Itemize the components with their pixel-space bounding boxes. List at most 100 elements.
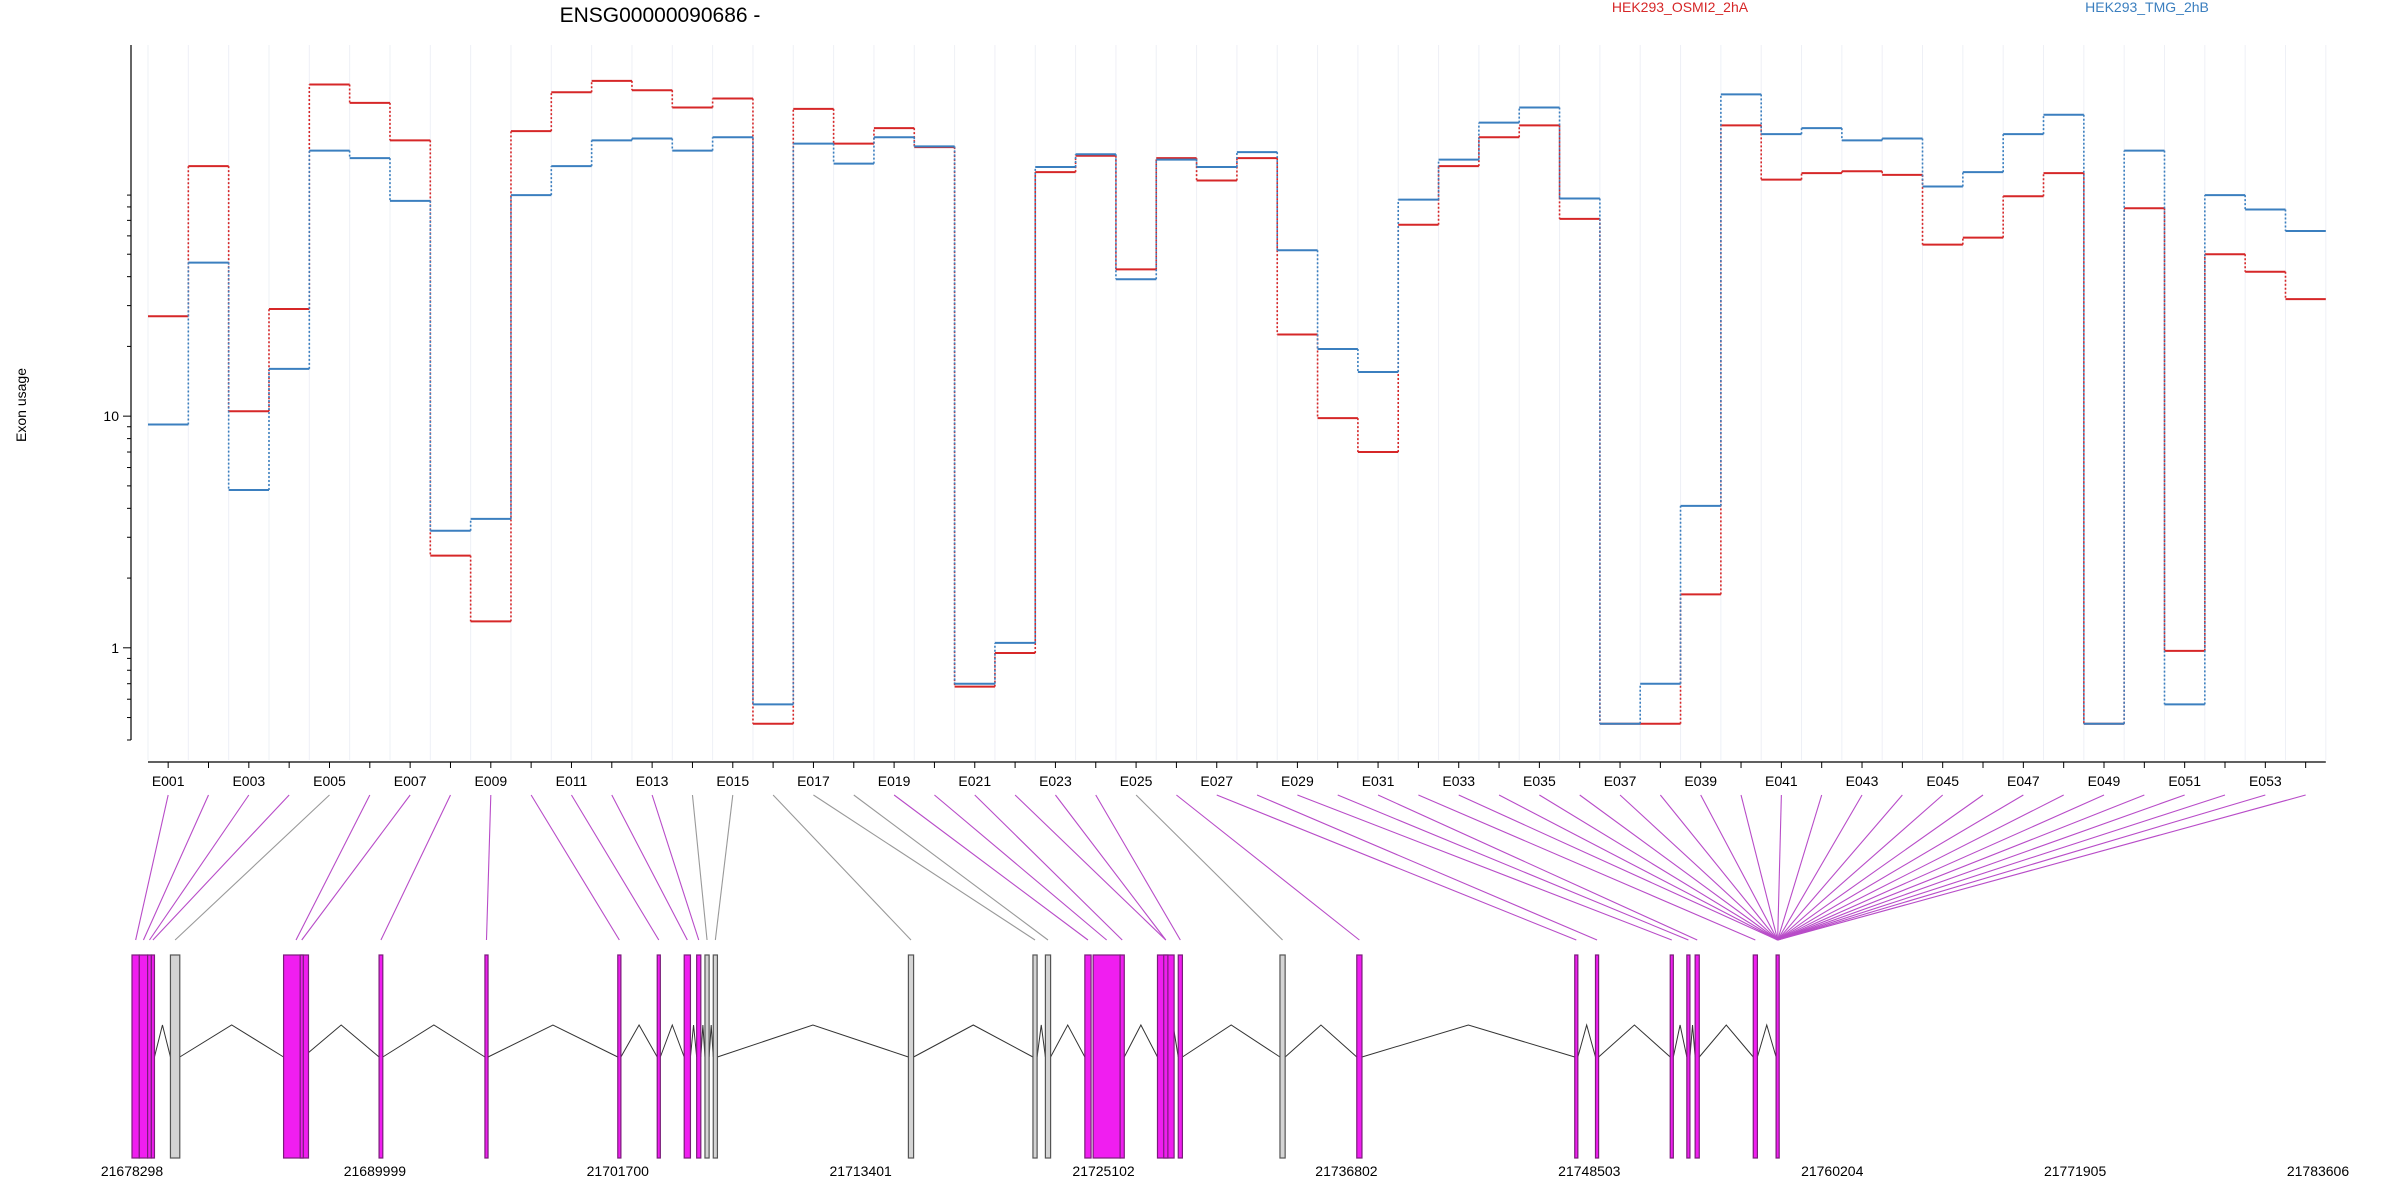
exon-connector	[135, 794, 169, 941]
exon-box	[1686, 954, 1691, 1159]
exon-connector	[1539, 794, 1778, 941]
exon-box	[1177, 954, 1184, 1159]
intron-line	[1036, 1024, 1046, 1058]
exon-connector	[1377, 794, 1698, 941]
exon-connector	[1777, 794, 1944, 941]
exon-box	[704, 954, 710, 1159]
exon-box	[1119, 954, 1125, 1159]
exon-connector	[1777, 794, 2064, 941]
y-axis-title: Exon usage	[13, 368, 29, 442]
exon-box	[378, 954, 384, 1159]
exon-box	[1775, 954, 1780, 1159]
intron-line	[689, 1024, 698, 1058]
gene-model	[131, 954, 1780, 1159]
genomic-tick-label: 21771905	[2044, 1163, 2107, 1179]
intron-line	[913, 1024, 1034, 1058]
exon-connector	[1777, 794, 2024, 941]
exon-box	[1279, 954, 1286, 1159]
exon-connector	[1337, 794, 1689, 941]
exon-connector	[1777, 794, 1823, 941]
exon-box	[1084, 954, 1092, 1159]
exon-connector	[1777, 794, 1903, 941]
exon-connector	[813, 794, 1036, 941]
exon-tick-label: E051	[2168, 773, 2201, 789]
exon-box	[1694, 954, 1700, 1159]
genomic-tick-label: 21713401	[830, 1163, 893, 1179]
intron-line	[179, 1024, 284, 1058]
intron-line	[1672, 1024, 1688, 1058]
exon-tick-label: E017	[797, 773, 830, 789]
exon-tick-label: E019	[878, 773, 911, 789]
exon-connector	[1297, 794, 1672, 941]
exon-tick-label: E025	[1120, 773, 1153, 789]
exon-tick-label: E035	[1523, 773, 1556, 789]
exon-connector	[485, 794, 492, 941]
exon-connector	[1777, 794, 2266, 941]
exon-connector	[1777, 794, 2185, 941]
exon-connector	[1095, 794, 1181, 941]
exon-tick-label: E049	[2088, 773, 2121, 789]
exon-connector	[714, 794, 734, 941]
exon-box	[1163, 954, 1169, 1159]
exon-tick-label: E031	[1362, 773, 1395, 789]
exon-connector	[1659, 794, 1779, 941]
intron-line	[1284, 1024, 1358, 1058]
legend-label-series-1: HEK293_OSMI2_2hA	[1612, 0, 1749, 15]
exon-box	[150, 954, 156, 1159]
intron-line	[1698, 1024, 1754, 1058]
exon-box	[1356, 954, 1363, 1159]
exon-box	[282, 954, 310, 1159]
exon-connector	[1498, 794, 1778, 941]
intron-line	[1123, 1023, 1158, 1058]
exon-box	[696, 954, 702, 1159]
exon-box	[138, 954, 149, 1159]
y-axis: 1 10	[103, 45, 132, 741]
exon-box	[299, 954, 304, 1159]
exon-connector	[1777, 794, 2145, 941]
exon-connector	[530, 794, 620, 941]
legend-label-series-2: HEK293_TMG_2hB	[2085, 0, 2209, 15]
exon-tick-label: E029	[1281, 773, 1314, 789]
exon-connector	[1777, 794, 2226, 941]
exon-tick-label: E043	[1846, 773, 1879, 789]
exon-tick-label: E047	[2007, 773, 2040, 789]
exon-connector	[651, 794, 700, 941]
exon-connector	[1216, 794, 1577, 941]
exon-connector	[1740, 794, 1779, 941]
exon-connector	[380, 794, 451, 941]
series-layer	[148, 79, 2326, 725]
exon-tick-label: E015	[716, 773, 749, 789]
exon-connector	[1418, 794, 1756, 941]
exon-connector	[149, 794, 250, 941]
exon-connector	[1458, 794, 1778, 941]
exon-box	[1032, 954, 1038, 1159]
exon-connector	[691, 794, 708, 941]
series-2	[148, 93, 2326, 725]
intron-line	[620, 1023, 658, 1058]
genomic-tick-label: 21701700	[587, 1163, 650, 1179]
exon-connector	[1777, 794, 1984, 941]
exon-connector	[1777, 794, 2306, 941]
exon-tick-label: E021	[958, 773, 991, 789]
exon-tick-label: E045	[1926, 773, 1959, 789]
y-tick-label: 1	[111, 640, 119, 656]
exon-connector	[1777, 794, 2105, 941]
exon-connector	[1256, 794, 1598, 941]
intron-line	[659, 1023, 685, 1058]
intron-line	[487, 1024, 619, 1058]
exon-connector	[152, 794, 290, 941]
intron-line	[708, 1024, 714, 1058]
intron-line	[302, 1024, 380, 1058]
genomic-tick-label: 21760204	[1801, 1163, 1864, 1179]
exon-tick-label: E003	[232, 773, 265, 789]
exon-tick-label: E001	[152, 773, 185, 789]
exon-tick-label: E009	[474, 773, 507, 789]
exon-connector	[1176, 794, 1360, 941]
exon-connector	[1014, 794, 1167, 941]
exon-box	[683, 954, 692, 1159]
exon-connector	[974, 794, 1123, 941]
exon-connectors	[135, 794, 2306, 941]
exon-tick-label: E005	[313, 773, 346, 789]
exon-tick-label: E041	[1765, 773, 1798, 789]
